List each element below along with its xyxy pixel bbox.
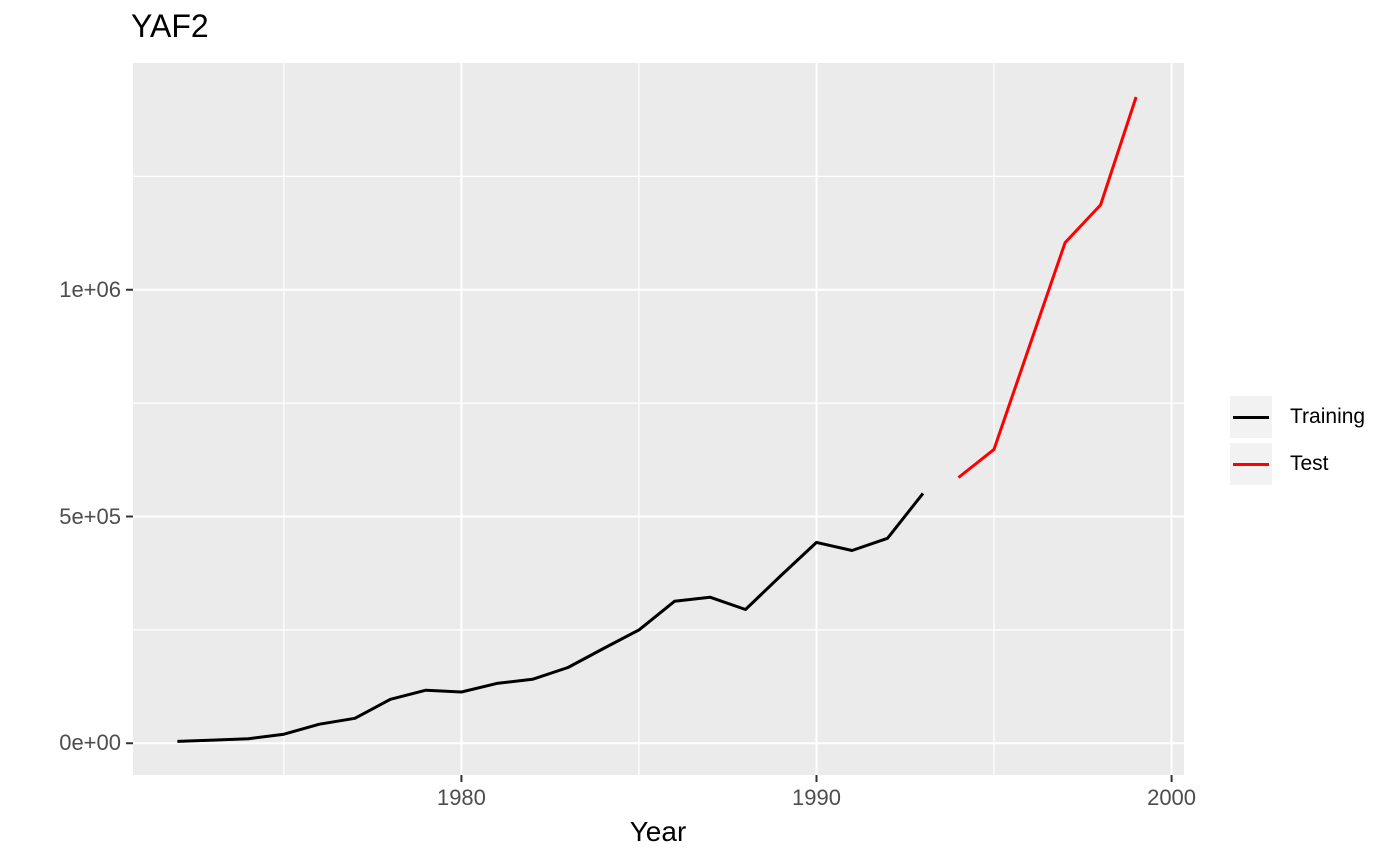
y-tick-label: 5e+05 xyxy=(59,503,121,529)
training-line-swatch-icon xyxy=(1233,415,1269,419)
y-tick-label: 1e+06 xyxy=(59,276,121,302)
series-line-training xyxy=(177,492,925,743)
legend-item-test: Test xyxy=(1230,443,1365,485)
y-tick-label: 0e+00 xyxy=(59,730,121,756)
legend-label-test: Test xyxy=(1290,452,1329,475)
legend-label-training: Training xyxy=(1290,405,1366,428)
test-line-swatch-icon xyxy=(1233,462,1269,466)
x-axis-title: Year xyxy=(629,816,687,847)
plot-panel xyxy=(133,63,1184,775)
legend-key-test xyxy=(1230,443,1272,485)
legend-item-training: Training xyxy=(1230,396,1365,438)
x-tick-label: 1980 xyxy=(436,785,486,810)
plot-title: YAF2 xyxy=(131,8,209,44)
legend-key-training xyxy=(1230,396,1272,438)
x-tick-label: 1990 xyxy=(792,785,841,810)
series-line-test xyxy=(957,96,1138,479)
x-tick-label: 2000 xyxy=(1147,785,1197,810)
legend: Training Test xyxy=(1230,396,1365,490)
